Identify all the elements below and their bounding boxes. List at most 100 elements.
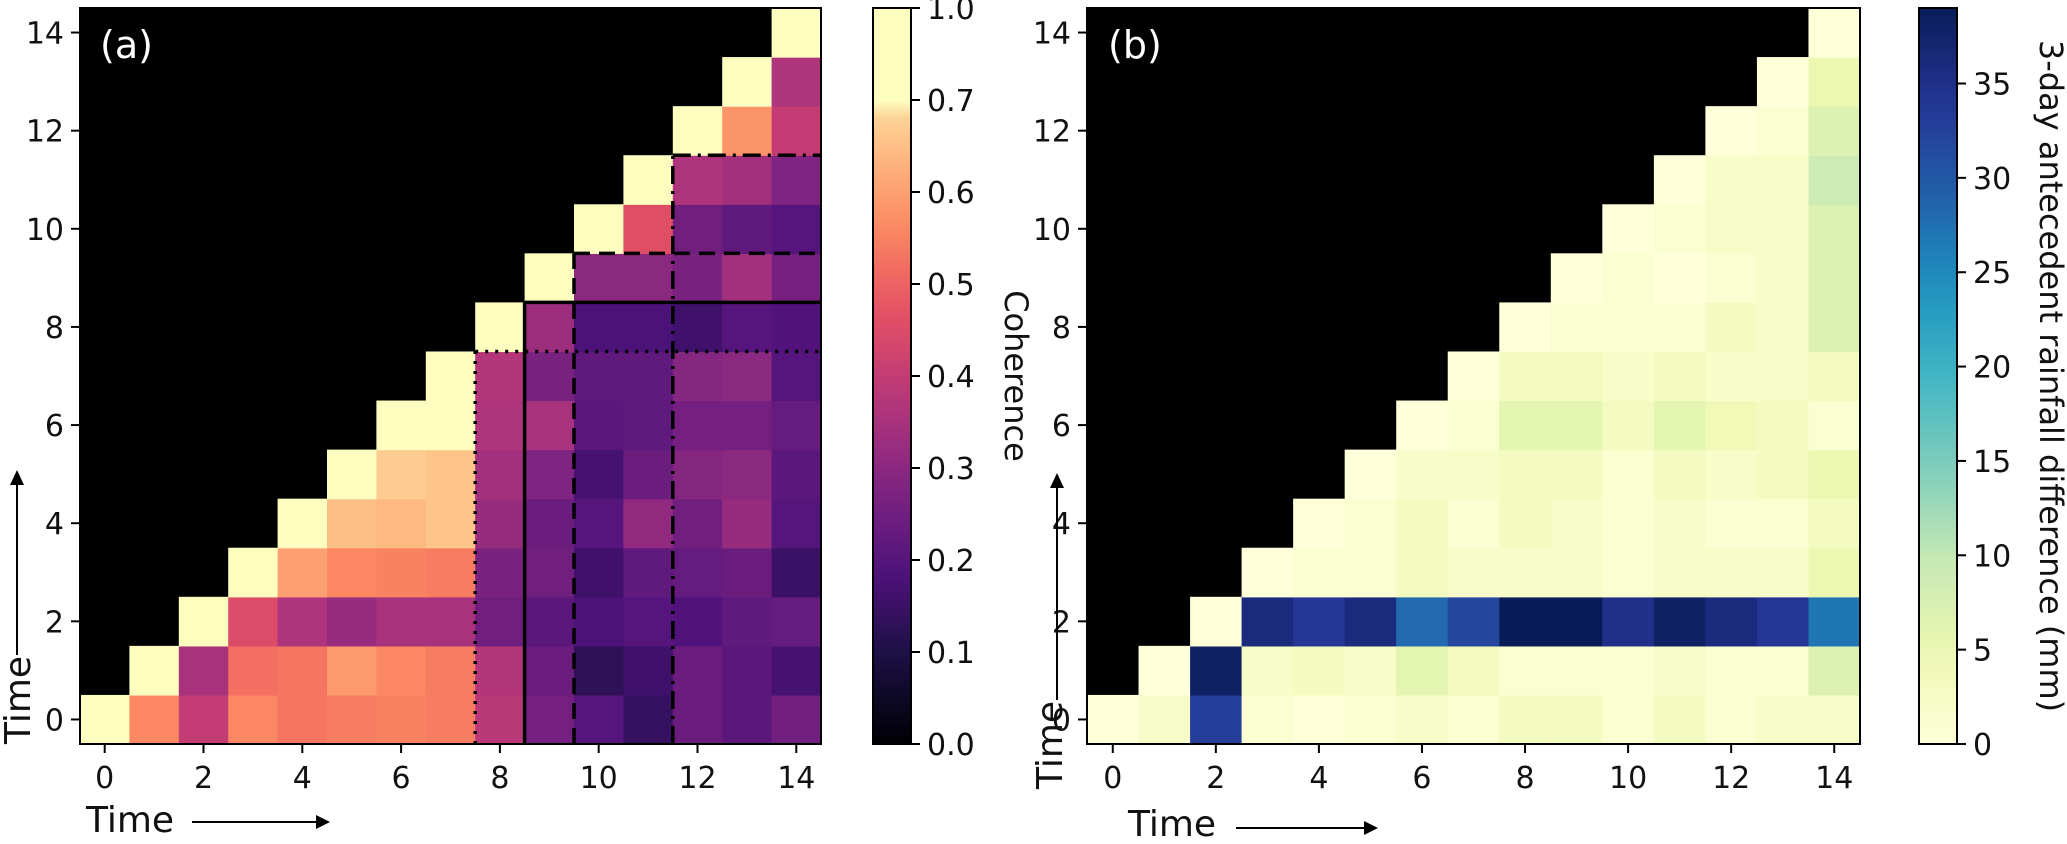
panel-a-cell [376, 498, 427, 549]
panel-b-cell [1293, 645, 1346, 696]
panel-b-cell [1808, 547, 1861, 598]
panel-a-cell [574, 498, 624, 549]
panel-a-cell [129, 694, 180, 745]
panel-b-cell [1808, 106, 1861, 156]
panel-b-cell [1550, 498, 1603, 549]
panel-b-cell [1344, 596, 1397, 647]
panel-a-cell [771, 253, 822, 303]
panel-a-cell [327, 449, 377, 500]
panel-a-cell [80, 694, 130, 745]
panel-a-cell [672, 449, 723, 500]
panel-b-cell [1293, 498, 1346, 549]
panel-a-cell [623, 645, 674, 696]
panel-b-cell [1550, 694, 1603, 745]
panel-b-y-tick-label: 6 [1052, 409, 1071, 444]
panel-a-cell [277, 498, 328, 549]
panel-b-cell [1756, 253, 1810, 303]
panel-b-colorbar-tick-label: 35 [1973, 67, 2011, 102]
panel-a-cell [623, 302, 674, 353]
panel-b-cell [1808, 8, 1861, 58]
panel-a-cell [722, 302, 773, 353]
panel-b-cell [1550, 302, 1603, 353]
panel-a-cell [623, 351, 674, 402]
panel-a-x-ticks: 0 2 4 6 8 10 12 14 [95, 744, 815, 796]
panel-a-cell [327, 596, 377, 647]
panel-b-cell [1705, 596, 1758, 647]
panel-b-cell [1344, 547, 1397, 598]
panel-a-x-axis-label: Time [85, 800, 174, 841]
panel-b-cell [1808, 498, 1861, 549]
panel-a-cell [722, 547, 773, 598]
panel-b-cell [1756, 155, 1810, 205]
panel-b-cell [1653, 547, 1706, 598]
panel-b-cell [1190, 694, 1243, 745]
panel-b-x-tick-label: 8 [1515, 761, 1534, 796]
panel-a-cell [722, 645, 773, 696]
panel-a-y-tick-label: 6 [45, 409, 64, 444]
panel-b-cell [1602, 694, 1655, 745]
panel-b-cell [1602, 547, 1655, 598]
panel-a-cell [475, 302, 526, 353]
panel-b-colorbar [1918, 7, 1958, 745]
panel-a-cell [376, 400, 427, 451]
panel-b-cell [1447, 449, 1500, 500]
panel-a-cell [524, 449, 575, 500]
panel-a-y-axis-label: Time [0, 656, 39, 745]
panel-a-cell [277, 694, 328, 745]
panel-b-colorbar-tick-label: 10 [1973, 539, 2011, 574]
panel-a-x-tick-label: 4 [293, 761, 312, 796]
panel-b-cell [1705, 302, 1758, 353]
panel-a-x-tick-label: 8 [490, 761, 509, 796]
panel-b-y-axis-arrowhead [1050, 473, 1064, 488]
panel-a-cell [771, 106, 822, 156]
panel-a-cell [475, 694, 526, 745]
panel-a-cell [722, 57, 773, 107]
panel-a-cell [376, 694, 427, 745]
panel-b-cell [1396, 645, 1449, 696]
panel-a-cell [722, 449, 773, 500]
panel-a-cell [672, 204, 723, 254]
panel-b-colorbar-tick-label: 0 [1973, 728, 1992, 763]
panel-b-cell [1705, 106, 1758, 156]
panel-a-cell [623, 498, 674, 549]
panel-a-cell [623, 449, 674, 500]
panel-b-cell [1756, 596, 1810, 647]
panel-a-colorbar-label: Coherence [997, 290, 1035, 462]
panel-b-cell [1396, 449, 1449, 500]
panel-a-y-axis-arrowhead [10, 470, 24, 485]
panel-a-cell [672, 400, 723, 451]
panel-b-cell [1705, 547, 1758, 598]
panel-b-cell [1705, 449, 1758, 500]
panel-b-cell [1396, 596, 1449, 647]
panel-b-y-axis-label: Time [1030, 701, 1071, 790]
panel-b-y-tick-label: 12 [1033, 115, 1071, 150]
panel-a-y-tick-label: 14 [26, 17, 64, 52]
panel-a-cell [672, 547, 723, 598]
panel-a-cell [327, 645, 377, 696]
panel-b-cell [1241, 694, 1294, 745]
panel-a-cell [672, 253, 723, 303]
panel-a-cell [672, 155, 723, 205]
panel-a-cell [722, 498, 773, 549]
panel-b-cell [1808, 302, 1861, 353]
panel-a-colorbar [872, 7, 912, 745]
panel-a-cell [228, 645, 279, 696]
panel-a-cell [771, 498, 822, 549]
panel-a-cell [228, 596, 279, 647]
panel-b-cell [1241, 645, 1294, 696]
panel-b-cell [1344, 498, 1397, 549]
panel-b-cell [1241, 547, 1294, 598]
panel-b-cell [1550, 253, 1603, 303]
panel-b-cell [1344, 694, 1397, 745]
panel-b-cell [1653, 351, 1706, 402]
panel-b-cell [1602, 351, 1655, 402]
panel-a-cell [722, 155, 773, 205]
panel-a-cells [80, 8, 822, 745]
panel-b-cell [1550, 547, 1603, 598]
panel-a-colorbar-tick-label: 1.0 [927, 0, 975, 27]
panel-b-cell [1190, 645, 1243, 696]
panel-a-cell [376, 645, 427, 696]
panel-b-cell [1653, 400, 1706, 451]
panel-b-x-ticks: 0 2 4 6 8 10 12 14 [1103, 744, 1853, 796]
panel-a-cell [228, 694, 279, 745]
